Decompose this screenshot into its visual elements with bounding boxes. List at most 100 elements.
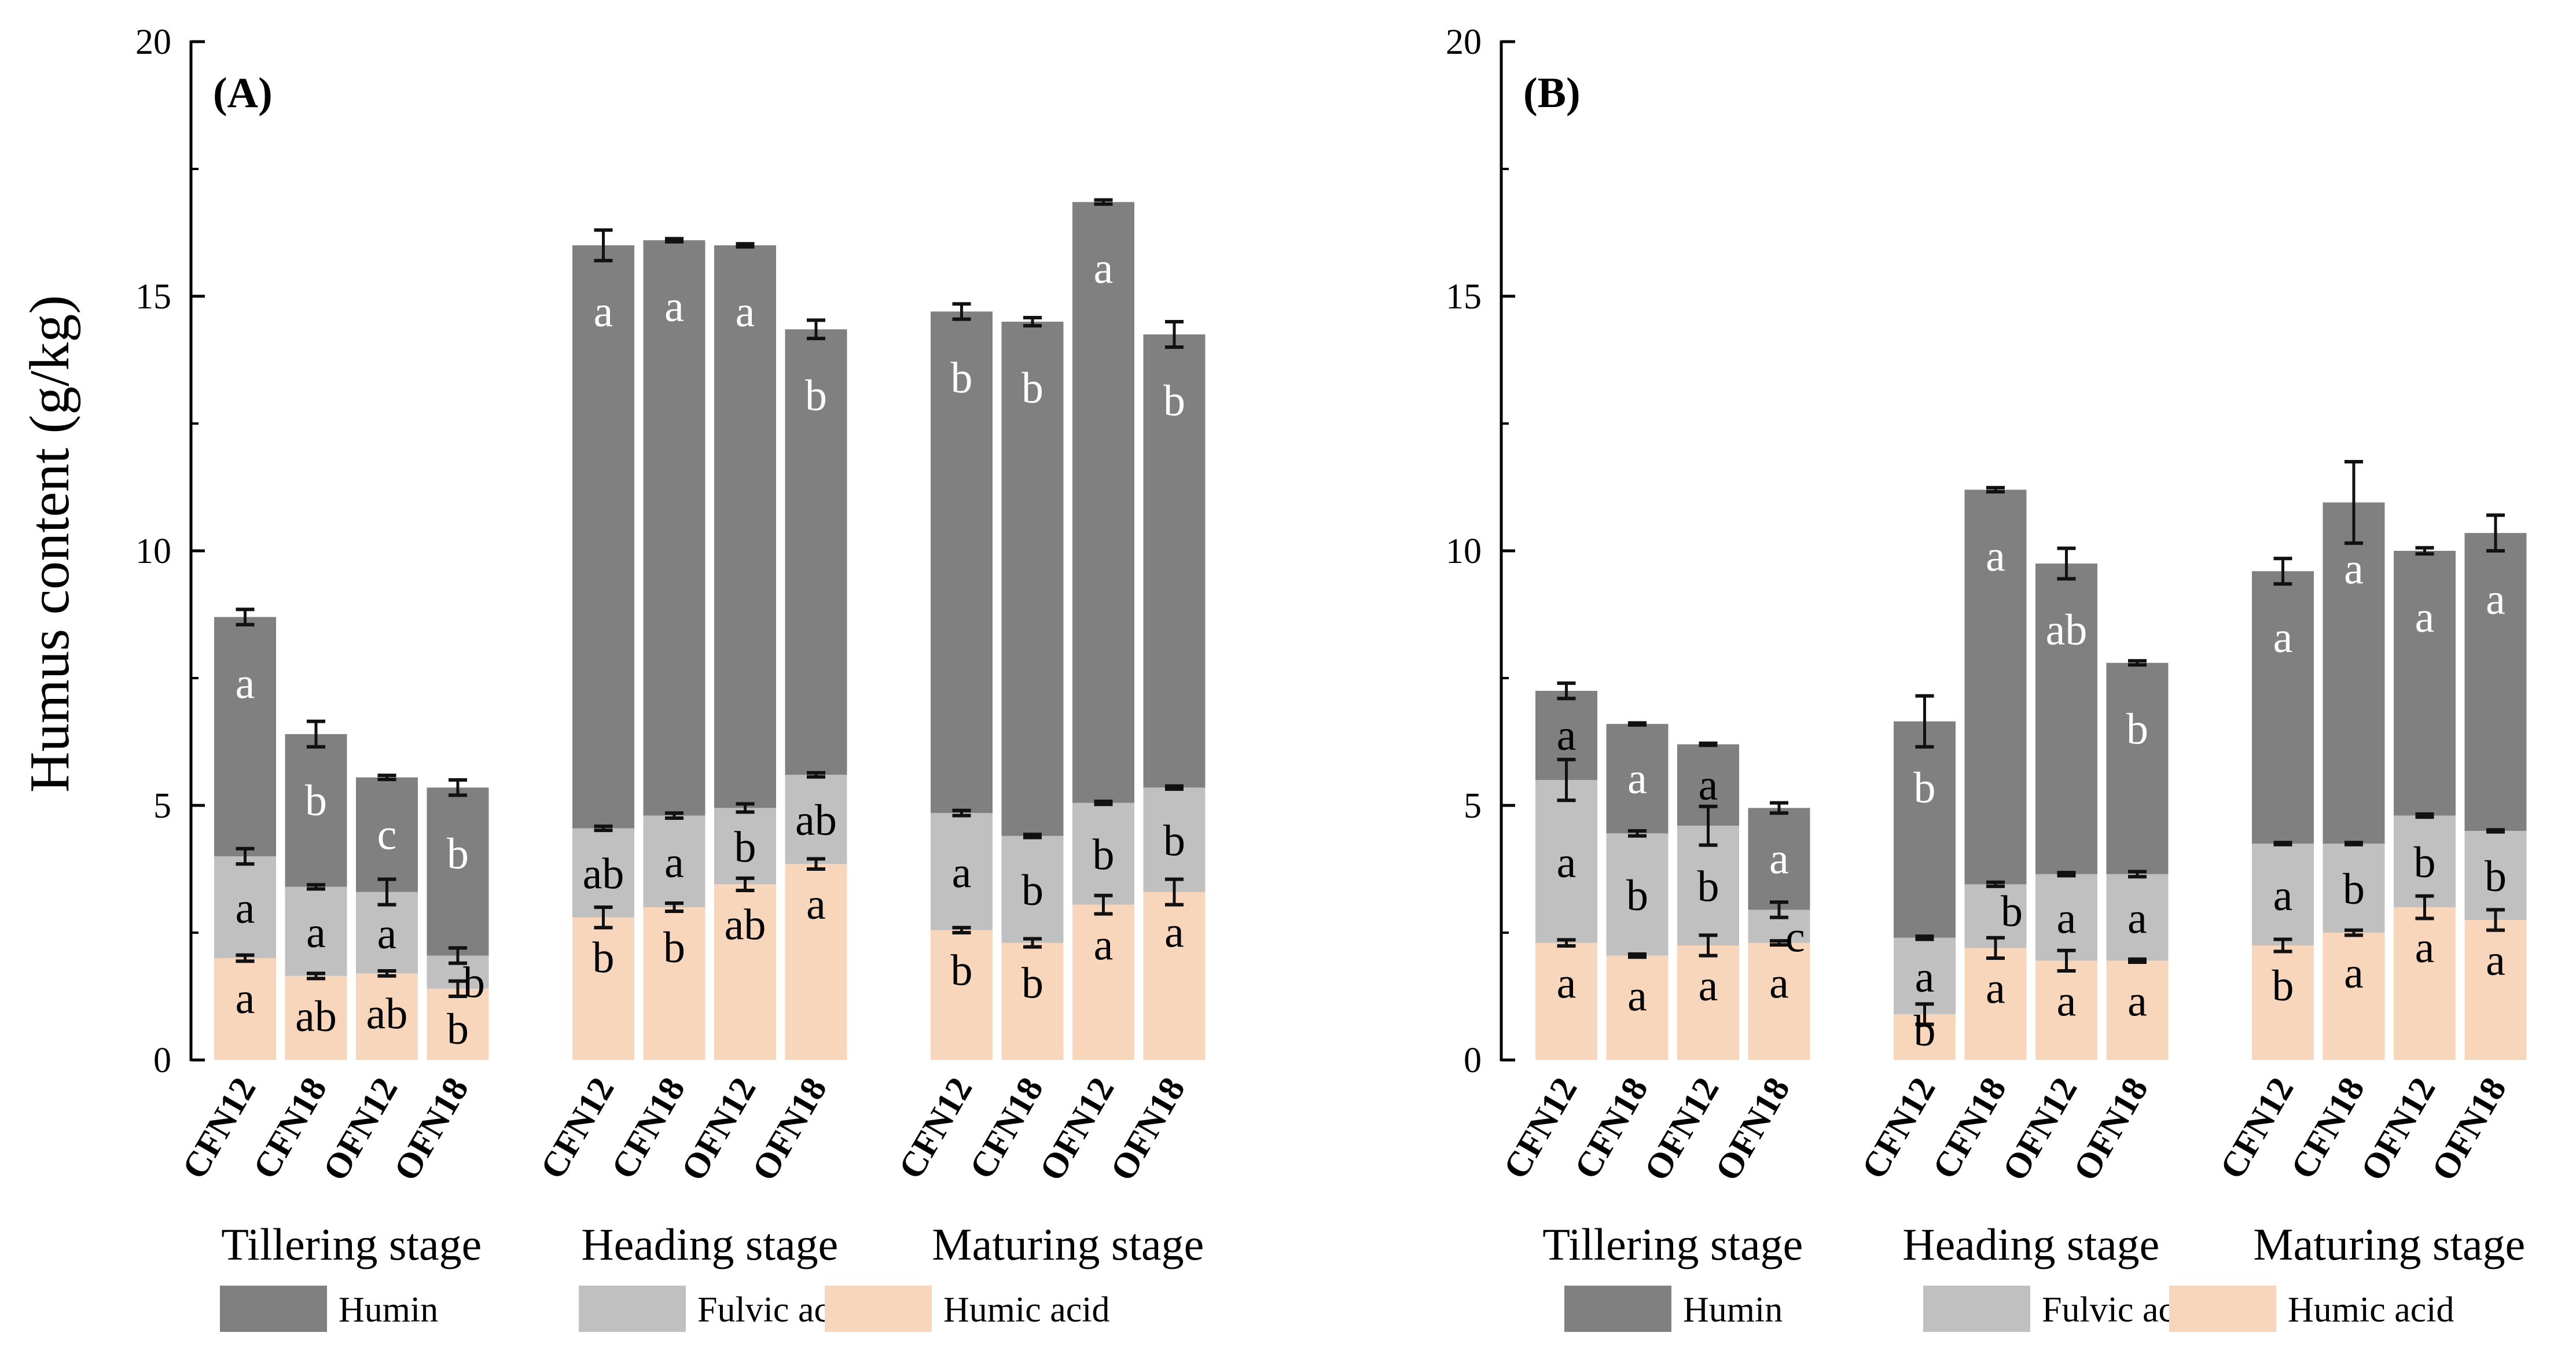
bar-humic-acid	[1143, 892, 1206, 1060]
bar-humin	[1964, 489, 2027, 885]
bar-fulvic-acid	[2106, 874, 2169, 961]
y-tick-label: 10	[135, 532, 171, 571]
sig-letter-fulvic: b	[734, 823, 756, 871]
bar-humin	[931, 311, 993, 813]
y-tick-label: 0	[153, 1041, 171, 1080]
legend-swatch	[825, 1286, 932, 1332]
sig-letter-humin: a	[1094, 244, 1114, 293]
panel-a: 05101520(A)aaabaabcaabbbbaabbaabababbaba…	[135, 23, 1206, 1332]
panel-label: (A)	[213, 69, 273, 117]
y-axis-label: Humus content (g/kg)	[19, 295, 81, 793]
y-tick-label: 5	[153, 786, 171, 826]
sig-letter-humin: b	[305, 776, 327, 825]
bar-fulvic-acid	[1606, 833, 1669, 956]
sig-letter-fulvic: a	[377, 910, 397, 958]
sig-letter-fulvic: b	[2001, 887, 2023, 936]
sig-letter-humic: b	[447, 1005, 469, 1054]
y-tick-label: 5	[1464, 786, 1482, 826]
bar-fulvic-acid	[1143, 787, 1206, 892]
sig-letter-fulvic: a	[2273, 871, 2293, 920]
panel-b: 05101520(B)aaaabaabaacabababaabaabaaaaba…	[1446, 23, 2527, 1332]
bar-humin	[643, 240, 705, 816]
sig-letter-humic: a	[1094, 921, 1114, 970]
legend-label: Humic acid	[2288, 1290, 2454, 1330]
sig-letter-humin: a	[2486, 575, 2505, 624]
y-tick-label: 20	[1446, 23, 1482, 62]
bar-fulvic-acid	[2464, 831, 2527, 920]
sig-letter-fulvic: a	[306, 908, 326, 957]
bar-fulvic-acid	[1535, 780, 1597, 943]
bar-humin	[1143, 334, 1206, 788]
bar-humic-acid	[1001, 943, 1064, 1060]
bar-humin	[1748, 808, 1810, 910]
bar-humic-acid	[2464, 920, 2527, 1060]
bar-humin	[785, 329, 847, 775]
stage-label: Heading stage	[1902, 1219, 2159, 1269]
bar-humin	[356, 777, 418, 892]
legend-swatch	[579, 1286, 686, 1332]
sig-letter-humic: b	[951, 947, 973, 995]
sig-letter-fulvic: a	[664, 838, 684, 887]
bar-humic-acid	[2106, 960, 2169, 1060]
stage-label: Heading stage	[581, 1219, 838, 1269]
bar-humin	[714, 245, 776, 808]
sig-letter-humin: b	[1163, 377, 1185, 425]
panel-label: (B)	[1523, 69, 1581, 117]
bar-humin	[214, 617, 276, 856]
sig-letter-humin: ab	[2046, 606, 2088, 654]
sig-letter-humic: ab	[366, 989, 408, 1038]
bar-humin	[1894, 721, 1956, 938]
bar-humic-acid	[214, 958, 276, 1060]
y-tick-label: 0	[1464, 1041, 1482, 1080]
sig-letter-humic: b	[1914, 1007, 1936, 1055]
sig-letter-humic: a	[806, 880, 826, 929]
sig-letter-humin: a	[1769, 834, 1789, 883]
sig-letter-humin: a	[236, 659, 255, 708]
y-tick-label: 15	[1446, 277, 1482, 316]
sig-letter-fulvic: a	[952, 848, 972, 897]
sig-letter-humin: b	[951, 354, 973, 402]
sig-letter-humic: a	[2127, 977, 2147, 1025]
bar-humin	[2035, 564, 2097, 874]
bar-humic-acid	[1748, 943, 1810, 1060]
sig-letter-fulvic: a	[236, 884, 255, 933]
sig-letter-humin: b	[447, 830, 469, 878]
sig-letter-fulvic: b	[463, 959, 485, 1007]
stage-label: Tillering stage	[1542, 1219, 1803, 1269]
stage-label: Tillering stage	[221, 1219, 482, 1269]
legend-label: Humin	[1683, 1290, 1783, 1330]
sig-letter-humic: a	[1986, 964, 2005, 1013]
sig-letter-humin: b	[1021, 364, 1043, 413]
bar-humic-acid	[2252, 945, 2314, 1060]
sig-letter-fulvic: b	[1697, 863, 1719, 911]
sig-letter-fulvic: b	[1163, 816, 1185, 865]
sig-letter-humic: ab	[295, 992, 337, 1041]
sig-letter-fulvic: b	[2485, 852, 2507, 901]
bar-humin	[2323, 502, 2385, 844]
bar-humic-acid	[285, 975, 347, 1060]
bar-humic-acid	[643, 907, 705, 1060]
bar-humic-acid	[2035, 960, 2097, 1060]
sig-letter-humic: a	[2344, 949, 2364, 997]
bar-humic-acid	[785, 864, 847, 1060]
bar-fulvic-acid	[572, 828, 634, 918]
sig-letter-humic: b	[663, 923, 685, 972]
sig-letter-humin: a	[1699, 761, 1718, 809]
sig-letter-humin: a	[1627, 754, 1647, 803]
bar-fulvic-acid	[1001, 835, 1064, 943]
sig-letter-humin: a	[2273, 613, 2293, 662]
sig-letter-fulvic: a	[1557, 838, 1577, 887]
bar-humin	[2464, 533, 2527, 831]
bar-humic-acid	[2394, 907, 2456, 1060]
sig-letter-humin: a	[594, 288, 613, 336]
bar-humic-acid	[356, 973, 418, 1060]
legend-label: Humin	[339, 1290, 438, 1330]
sig-letter-humin: a	[664, 282, 684, 331]
sig-letter-humin: a	[1557, 711, 1577, 760]
bar-fulvic-acid	[714, 808, 776, 885]
sig-letter-humin: c	[377, 811, 397, 859]
sig-letter-humin: a	[2344, 544, 2364, 593]
sig-letter-fulvic: a	[2057, 894, 2077, 943]
bar-humic-acid	[1535, 943, 1597, 1060]
bar-fulvic-acid	[2323, 844, 2385, 933]
